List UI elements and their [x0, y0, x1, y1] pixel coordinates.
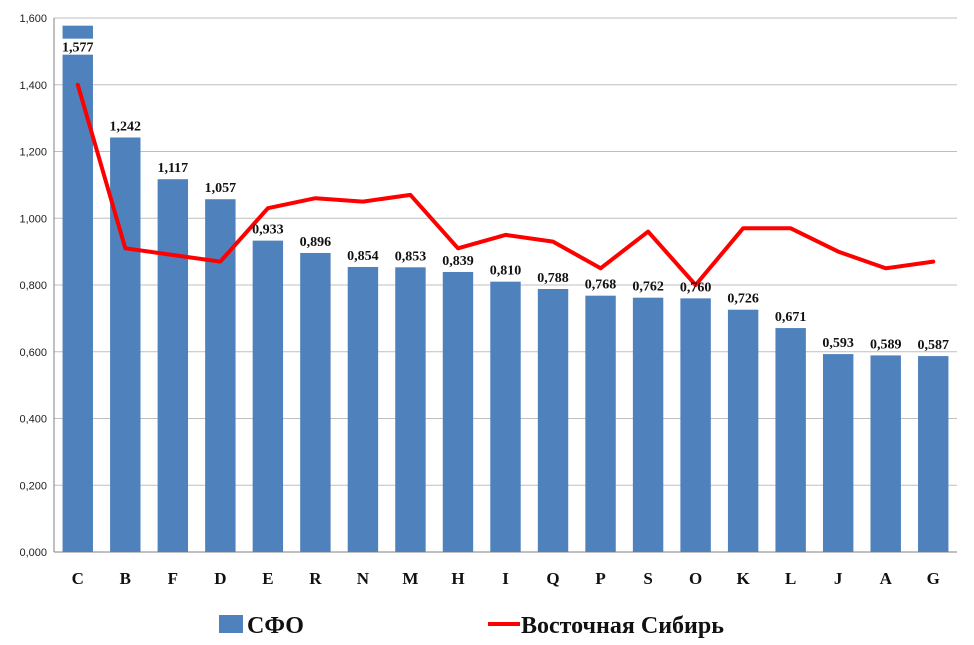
bar-F	[157, 179, 189, 553]
data-label-background	[60, 38, 95, 55]
x-tick-label: L	[785, 569, 796, 588]
legend-label-east-siberia: Восточная Сибирь	[521, 613, 724, 639]
y-tick-label: 1,200	[19, 147, 47, 159]
legend-swatch-sfo	[219, 615, 243, 633]
data-label-L: 0,671	[775, 310, 807, 325]
data-label-A: 0,589	[870, 337, 902, 352]
y-tick-label: 0,400	[19, 414, 47, 426]
bar-C	[62, 25, 93, 552]
bar-L	[775, 328, 806, 552]
data-labels: 1,577 1,242 1,117 1,057 0,933 0,896 0,854 0,853…	[60, 38, 949, 353]
y-tick-label: 1,000	[19, 213, 47, 225]
x-tick-label: Q	[546, 569, 559, 588]
bar-J	[822, 354, 854, 552]
data-label-K: 0,726	[727, 292, 759, 307]
bar-A	[870, 355, 901, 552]
bar-H	[442, 271, 474, 552]
line-series	[75, 82, 936, 287]
line-east-siberia	[75, 82, 936, 287]
y-tick-label: 1,600	[19, 13, 47, 25]
data-label-C: 1,577	[62, 41, 94, 56]
x-tick-label: J	[834, 569, 843, 588]
y-tick-label: 0,800	[19, 280, 47, 292]
bar-K	[727, 309, 759, 552]
x-tick-label: A	[880, 569, 893, 588]
bar-G	[918, 356, 949, 552]
bar-N	[347, 266, 379, 552]
x-tick-label: H	[451, 569, 464, 588]
bar-E	[252, 240, 284, 552]
x-tick-label: C	[72, 569, 84, 588]
y-tick-label: 0,000	[19, 547, 47, 559]
x-tick-label: F	[168, 569, 178, 588]
data-label-I: 0,810	[490, 264, 522, 279]
data-label-Q: 0,788	[537, 271, 569, 286]
x-tick-label: M	[402, 569, 418, 588]
x-tick-label: N	[357, 569, 370, 588]
x-tick-label: K	[737, 569, 751, 588]
bar-O	[680, 298, 711, 552]
x-tick-label: S	[643, 569, 652, 588]
bar-M	[395, 267, 426, 552]
bar-D	[205, 199, 236, 552]
x-tick-label: P	[595, 569, 605, 588]
data-label-J: 0,593	[822, 336, 854, 351]
x-tick-label: R	[309, 569, 322, 588]
bar-Q	[537, 289, 569, 552]
data-label-O: 0,760	[680, 280, 712, 295]
bar-B	[110, 137, 141, 553]
legend-label-sfo: СФО	[247, 613, 304, 639]
data-label-P: 0,768	[585, 278, 617, 293]
data-label-F: 1,117	[157, 161, 188, 176]
data-label-B: 1,242	[110, 119, 142, 134]
x-tick-label: D	[214, 569, 226, 588]
legend: СФО Восточная Сибирь	[219, 613, 724, 639]
data-label-R: 0,896	[300, 235, 332, 250]
data-label-S: 0,762	[632, 280, 664, 295]
x-tick-label: I	[502, 569, 509, 588]
data-label-H: 0,839	[442, 254, 474, 269]
data-label-N: 0,854	[347, 249, 379, 264]
bar-S	[632, 297, 664, 552]
bar-P	[585, 295, 616, 552]
x-tick-label: G	[927, 569, 940, 588]
data-label-D: 1,057	[205, 181, 237, 196]
y-tick-label: 0,600	[19, 347, 47, 359]
data-label-E: 0,933	[252, 223, 284, 238]
x-tick-label: E	[262, 569, 273, 588]
y-tick-label: 1,400	[19, 80, 47, 92]
data-label-M: 0,853	[395, 249, 427, 264]
data-label-G: 0,587	[917, 338, 949, 353]
x-tick-label: B	[120, 569, 131, 588]
x-tick-label: O	[689, 569, 702, 588]
bar-series	[62, 25, 949, 553]
bar-R	[300, 252, 331, 552]
bar-I	[490, 281, 521, 552]
y-tick-label: 0,200	[19, 480, 47, 492]
